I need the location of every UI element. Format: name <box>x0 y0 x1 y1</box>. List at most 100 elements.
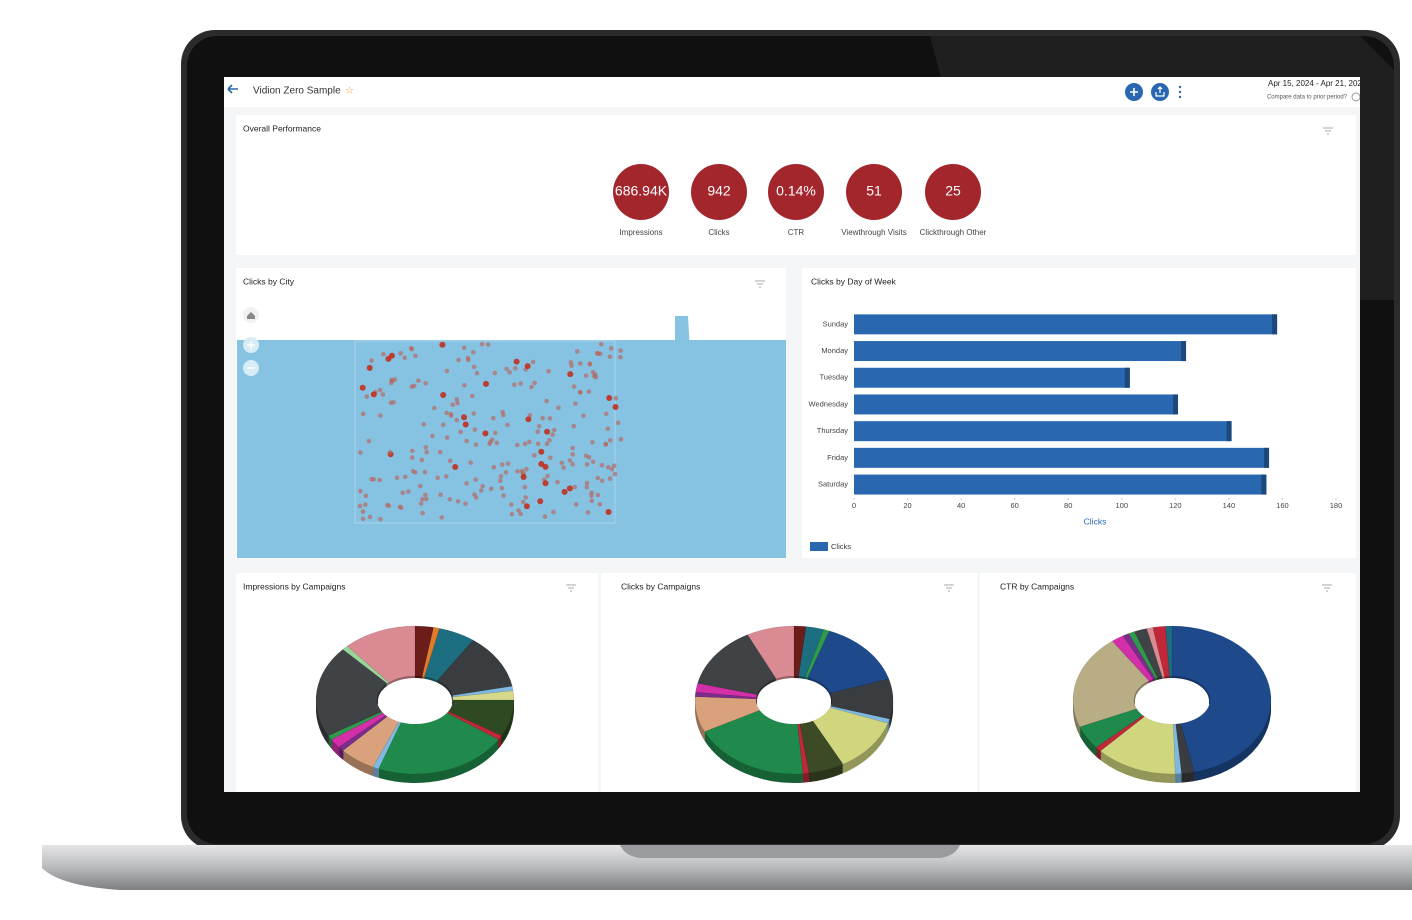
city-dot <box>478 488 484 493</box>
city-dot <box>599 478 605 484</box>
bar <box>854 394 1179 415</box>
city-dot <box>389 380 394 386</box>
city-dot <box>359 384 366 391</box>
city-dot <box>519 468 525 474</box>
slice <box>1072 640 1150 728</box>
city-dot <box>418 501 424 506</box>
x-tick-label: 140 <box>1223 501 1236 510</box>
y-tick-label: Saturday <box>818 480 848 489</box>
city-dot <box>590 440 595 445</box>
city-dot <box>590 369 596 375</box>
city-dot <box>524 466 529 472</box>
city-dot <box>522 441 528 447</box>
city-dot <box>505 422 510 428</box>
city-dot <box>570 452 575 457</box>
city-dot <box>535 429 540 435</box>
kpi-value: 686.94K <box>615 183 668 199</box>
city-dot <box>498 473 504 479</box>
city-dot <box>465 355 471 361</box>
bar-edge <box>1124 367 1130 388</box>
city-dot <box>444 410 449 416</box>
city-dot <box>527 439 532 445</box>
city-dot <box>492 370 498 376</box>
city-dot <box>524 363 531 370</box>
city-dot <box>595 475 601 481</box>
x-tick-label: 120 <box>1169 501 1182 510</box>
city-dot <box>480 483 485 489</box>
x-tick-label: 100 <box>1116 501 1129 510</box>
city-dot <box>513 366 518 371</box>
city-dot <box>468 460 474 465</box>
city-dot <box>471 350 476 355</box>
city-dot <box>450 402 456 408</box>
city-dot <box>567 371 574 378</box>
city-dot <box>402 355 408 361</box>
city-dot <box>388 400 394 406</box>
city-dot <box>378 517 383 522</box>
city-dot <box>605 464 611 470</box>
city-dot <box>420 496 425 502</box>
more-menu[interactable] <box>1178 85 1182 99</box>
city-dot <box>440 392 447 398</box>
city-dot <box>515 469 520 474</box>
city-dot <box>464 438 469 444</box>
x-tick-label: 20 <box>903 501 911 510</box>
city-dot <box>408 345 414 351</box>
slice <box>697 634 777 695</box>
city-dot <box>587 362 593 367</box>
city-dot <box>592 373 597 379</box>
city-dot <box>550 432 555 437</box>
city-dot <box>612 471 618 477</box>
city-dot <box>509 511 515 517</box>
city-dot <box>471 411 477 416</box>
city-dot <box>410 448 415 454</box>
city-dot <box>530 359 536 365</box>
kpi-circle <box>925 164 981 220</box>
city-dot <box>570 461 575 467</box>
city-dot <box>556 405 561 411</box>
city-dot <box>618 437 624 442</box>
city-dot <box>581 413 586 419</box>
slice <box>447 699 515 736</box>
city-dot <box>385 502 390 508</box>
city-dot <box>542 463 549 470</box>
city-dot <box>611 463 617 469</box>
city-dot <box>410 455 415 460</box>
city-dot <box>493 430 498 436</box>
city-dot <box>380 392 386 397</box>
legend-label: Clicks <box>831 542 851 551</box>
city-dot <box>590 459 596 465</box>
city-dot <box>603 442 609 447</box>
city-dot <box>544 428 551 435</box>
bar <box>854 421 1232 442</box>
city-dot <box>525 416 532 423</box>
zoom-in-icon <box>247 341 255 349</box>
city-dot <box>422 469 428 475</box>
city-dot <box>439 341 446 348</box>
slice <box>1165 625 1173 677</box>
city-dot <box>366 438 372 444</box>
add-icon <box>1130 88 1138 96</box>
city-dot <box>435 475 441 481</box>
city-dot <box>585 510 591 515</box>
compare-toggle[interactable] <box>1351 92 1360 102</box>
date-range[interactable]: Apr 15, 2024 - Apr 21, 202 <box>1268 79 1362 88</box>
filter-icons[interactable] <box>566 127 1333 592</box>
city-dot <box>360 516 366 522</box>
city-dot <box>462 383 467 388</box>
city-dot <box>586 389 592 394</box>
city-dot <box>536 424 542 429</box>
city-dot <box>491 465 497 470</box>
base-notch <box>620 845 960 858</box>
city-dot <box>473 477 479 482</box>
city-dot <box>561 465 566 470</box>
city-dot <box>547 437 552 443</box>
back-button[interactable] <box>227 84 238 94</box>
slice <box>315 649 388 736</box>
favorite-star[interactable]: ☆ <box>345 86 354 97</box>
city-dot <box>603 411 609 417</box>
city-dot <box>418 483 423 489</box>
bar-edge <box>1173 394 1179 415</box>
legend-swatch <box>810 542 828 551</box>
city-dot <box>504 366 509 372</box>
